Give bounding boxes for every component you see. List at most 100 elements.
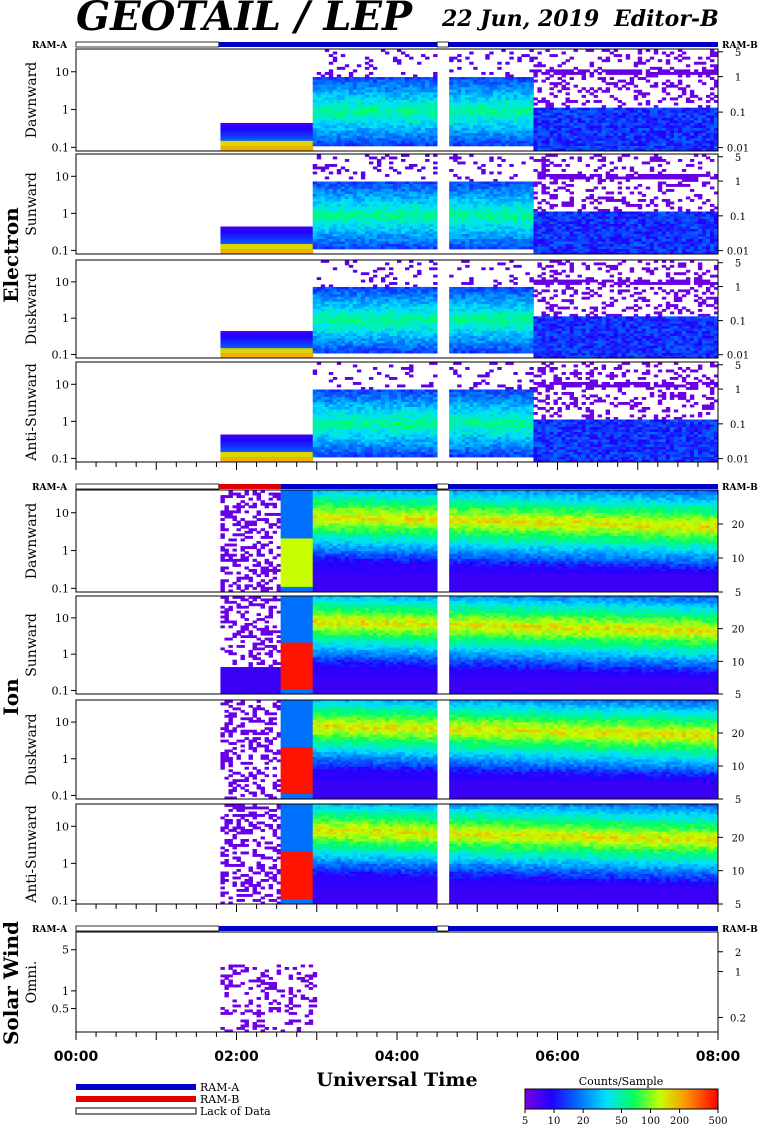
mode-bar-segment [448, 926, 718, 931]
right-tick-label: 5 [735, 690, 741, 701]
right-tick-label: 1 [735, 283, 741, 294]
panel-label: Anti-Sunward [24, 363, 40, 462]
x-tick-label: 08:00 [696, 1049, 741, 1065]
mode-bar-segment [75, 41, 220, 48]
x-tick-label: 04:00 [375, 1049, 420, 1065]
left-tick-label: 5 [62, 944, 69, 957]
panel-label: Anti-Sunward [24, 805, 40, 904]
right-tick-label: 1 [735, 385, 741, 396]
x-axis-label: Universal Time [316, 1069, 477, 1091]
left-tick-label: 10 [55, 276, 69, 289]
left-tick-label: 1 [62, 545, 69, 558]
mode-label-left: RAM-A [32, 925, 68, 935]
right-tick-label: 0.01 [727, 455, 749, 466]
right-tick-label: 10 [732, 657, 745, 668]
left-tick-label: 1 [62, 648, 69, 661]
right-tick-label: 0.01 [727, 144, 749, 155]
colorbar-tick-label: 20 [577, 1116, 590, 1127]
chart-date: 22 Jun, 2019 [441, 6, 599, 32]
mode-label-right: RAM-B [722, 483, 758, 493]
right-tick-label: 5 [735, 259, 741, 270]
colorbar-title: Counts/Sample [579, 1075, 664, 1088]
panel-frame [75, 259, 719, 359]
mode-label-left: RAM-A [32, 483, 68, 493]
panel-label: Omni. [24, 961, 40, 1004]
colorbar-ticks: 5 10 20 50 100 200 500 [522, 1109, 728, 1127]
panel-label: Sunward [24, 172, 40, 236]
left-tick-label: 0.1 [52, 452, 70, 465]
legend-label-ram-a: RAM-A [200, 1081, 240, 1094]
left-tick-label: 0.1 [52, 244, 70, 257]
spectrogram-e-3 [220, 362, 719, 463]
mode-label-right: RAM-B [722, 41, 758, 51]
right-tick-label: 20 [732, 625, 745, 636]
mode-bar-segment [218, 926, 438, 931]
right-tick-label: 2 [735, 948, 741, 959]
right-tick-label: 0.1 [730, 420, 746, 431]
panel-frame [75, 595, 719, 695]
mode-label-right: RAM-B [722, 925, 758, 935]
spectrogram-e-1 [220, 154, 719, 255]
chart-title: GEOTAIL / LEP [76, 0, 414, 40]
group-label-ion: Ion [0, 678, 23, 716]
colorbar-tick-label: 10 [548, 1116, 561, 1127]
right-tick-label: 1 [735, 968, 741, 979]
left-tick-label: 0.1 [52, 789, 70, 802]
right-tick-label: 10 [732, 867, 745, 878]
spectrogram-e-0 [220, 49, 719, 152]
panel-label: Duskward [24, 273, 40, 345]
colorbar-tick-label: 200 [670, 1116, 689, 1127]
right-tick-label: 20 [732, 833, 745, 844]
left-tick-label: 10 [55, 170, 69, 183]
left-tick-label: 10 [55, 507, 69, 520]
right-tick-label: 0.1 [730, 317, 746, 328]
right-tick-label: 1 [735, 73, 741, 84]
spectrogram-e-2 [220, 260, 719, 359]
spectrogram-s-0 [220, 964, 318, 1033]
spectrogram-i-0 [220, 490, 719, 593]
right-tick-label: 5 [735, 795, 741, 806]
group-label-electron: Electron [0, 207, 23, 303]
left-tick-label: 0.1 [52, 684, 70, 697]
right-tick-label: 0.2 [730, 1013, 746, 1024]
colorbar-gradient [524, 1088, 719, 1110]
left-tick-label: 10 [55, 612, 69, 625]
plot-area: RAM-A RAM-B 0.1 1 10 0.01 0.1 1 5 Dawnward 0.1 1 10 0… [24, 41, 758, 1040]
right-tick-label: 20 [732, 520, 745, 531]
right-tick-label: 5 [735, 900, 741, 911]
right-tick-label: 0.1 [730, 212, 746, 223]
left-tick-label: 10 [55, 66, 69, 79]
x-tick-label: 00:00 [54, 1049, 99, 1065]
right-tick-label: 10 [732, 554, 745, 565]
legend-swatch-ram-b [76, 1096, 196, 1102]
right-tick-label: 5 [735, 153, 741, 164]
right-tick-label: 10 [732, 762, 745, 773]
panel-frame [75, 48, 719, 152]
panel-frame [75, 699, 719, 800]
group-label-solar-wind: Solar Wind [0, 921, 23, 1045]
mode-bar-segment [436, 41, 449, 48]
colorbar-tick-label: 500 [708, 1116, 727, 1127]
legend-swatch-ram-a [76, 1084, 196, 1090]
panel-label: Duskward [24, 714, 40, 786]
legend-label-ram-b: RAM-B [200, 1093, 239, 1106]
right-tick-label: 20 [732, 729, 745, 740]
panel-label: Dawnward [24, 503, 40, 580]
right-tick-label: 5 [735, 361, 741, 372]
left-tick-label: 0.1 [52, 141, 70, 154]
left-tick-label: 1 [62, 857, 69, 870]
panel-label: Sunward [24, 613, 40, 677]
mode-bar-segment [218, 42, 438, 47]
panel-frame [75, 489, 719, 593]
spectrogram-i-3 [220, 804, 719, 905]
left-tick-label: 1 [62, 104, 69, 117]
mode-bar-segment [448, 484, 718, 489]
right-tick-label: 5 [735, 588, 741, 599]
left-tick-label: 10 [55, 378, 69, 391]
chart-editor: Editor-B [613, 6, 719, 32]
left-tick-label: 1 [62, 312, 69, 325]
left-tick-label: 1 [62, 753, 69, 766]
mode-bar-segment [75, 925, 220, 932]
right-tick-label: 0.01 [727, 351, 749, 362]
